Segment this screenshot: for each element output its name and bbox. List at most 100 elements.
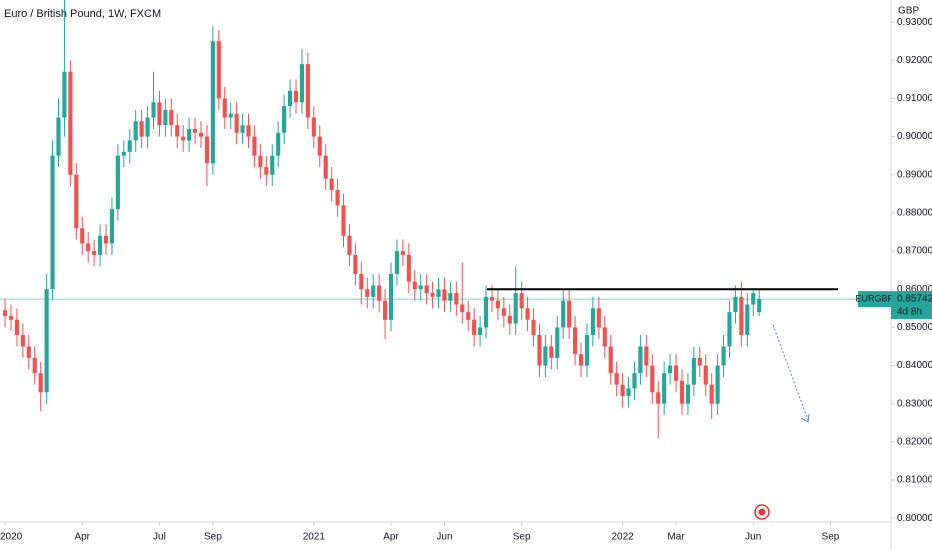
candle-body <box>80 228 85 244</box>
candle-body <box>74 174 79 229</box>
candle-body <box>561 300 566 328</box>
candle-body <box>715 365 720 404</box>
candle-body <box>757 299 762 313</box>
candle-body <box>418 285 423 290</box>
candle-body <box>709 384 714 404</box>
symbol-tag-label: EURGBP <box>855 293 893 303</box>
x-tick-label: 2021 <box>303 532 326 543</box>
candle-body <box>56 117 61 156</box>
candle-body <box>293 90 299 103</box>
candle-body <box>2 310 8 316</box>
candle-body <box>673 365 679 381</box>
candle-body <box>525 308 530 320</box>
candle-body <box>662 373 667 404</box>
candle-body <box>650 365 655 393</box>
y-tick-label: 0.81000 <box>897 475 932 486</box>
y-tick-label: 0.92000 <box>897 55 932 66</box>
y-tick-label: 0.89000 <box>897 169 932 180</box>
candle-body <box>323 155 328 179</box>
candle-body <box>353 254 358 274</box>
candle-body <box>139 121 144 137</box>
candle-body <box>685 384 690 404</box>
candle-body <box>632 373 637 389</box>
candle-body <box>448 293 453 301</box>
candle-body <box>234 113 239 133</box>
candle-body <box>121 151 126 156</box>
y-tick-label: 0.87000 <box>897 246 932 257</box>
candle-body <box>287 90 293 107</box>
candle-body <box>377 285 382 301</box>
candle-body <box>394 251 400 274</box>
candle-body <box>573 327 578 355</box>
candle-body <box>20 335 25 347</box>
candle-body <box>483 296 489 328</box>
candle-body <box>466 312 471 320</box>
event-icon-dot <box>758 508 766 516</box>
candle-body <box>644 346 649 366</box>
candle-body <box>430 293 435 297</box>
candle-body <box>620 384 625 397</box>
chart-title: Euro / British Pound, 1W, FXCM <box>4 8 161 20</box>
candle-body <box>192 128 198 133</box>
candle-body <box>228 113 233 118</box>
candle-body <box>596 308 601 328</box>
y-tick-label: 0.90000 <box>897 131 932 142</box>
candle-body <box>424 285 429 294</box>
x-tick-label: Jun <box>745 532 761 543</box>
candle-body <box>406 254 411 282</box>
candle-body <box>276 132 281 156</box>
x-tick-label: Sep <box>513 532 531 543</box>
candle-body <box>638 346 643 374</box>
candle-body <box>460 304 465 313</box>
candle-body <box>537 335 542 366</box>
y-tick-label: 0.93000 <box>897 17 932 28</box>
y-tick-label: 0.85000 <box>897 322 932 333</box>
candle-body <box>584 335 590 366</box>
candle-body <box>246 125 251 137</box>
x-tick-label: Apr <box>74 532 90 543</box>
candle-body <box>187 128 192 141</box>
candle-body <box>555 327 560 358</box>
candle-body <box>317 136 322 156</box>
candle-body <box>371 285 376 297</box>
candle-body <box>590 308 595 336</box>
candle-body <box>608 346 613 374</box>
y-tick-label: 0.91000 <box>897 93 932 104</box>
candle-body <box>311 117 316 137</box>
y-tick-label: 0.88000 <box>897 208 932 219</box>
candle-body <box>626 388 631 397</box>
candle-body <box>412 281 417 290</box>
candle-body <box>691 357 696 385</box>
candle-body <box>109 209 115 244</box>
candle-body <box>175 125 180 137</box>
candle-body <box>282 106 287 133</box>
candle-body <box>127 140 132 152</box>
candle-body <box>270 155 275 175</box>
candle-body <box>388 273 394 320</box>
x-tick-label: Sep <box>822 532 840 543</box>
y-tick-label: 0.82000 <box>897 437 932 448</box>
candle-body <box>501 308 506 316</box>
candle-body <box>299 64 305 103</box>
candle-body <box>163 109 168 126</box>
candle-body <box>252 136 257 156</box>
candle-body <box>198 132 204 137</box>
candle-body <box>679 380 685 404</box>
x-tick-label: Jul <box>153 532 166 543</box>
candle-body <box>513 293 518 324</box>
candle-body <box>472 319 477 336</box>
y-tick-label: 0.80000 <box>897 513 932 524</box>
x-tick-label: Mar <box>667 532 685 543</box>
candle-body <box>62 71 67 118</box>
y-tick-label: 0.86000 <box>897 284 932 295</box>
candle-body <box>543 346 548 366</box>
candle-body <box>697 357 702 366</box>
candle-body <box>614 373 619 385</box>
candle-body <box>341 205 346 236</box>
candle-body <box>365 289 370 297</box>
candle-body <box>703 365 708 385</box>
candle-body <box>436 289 441 297</box>
candle-body <box>26 346 31 358</box>
candle-body <box>442 289 447 301</box>
x-tick-label: 2022 <box>611 532 634 543</box>
